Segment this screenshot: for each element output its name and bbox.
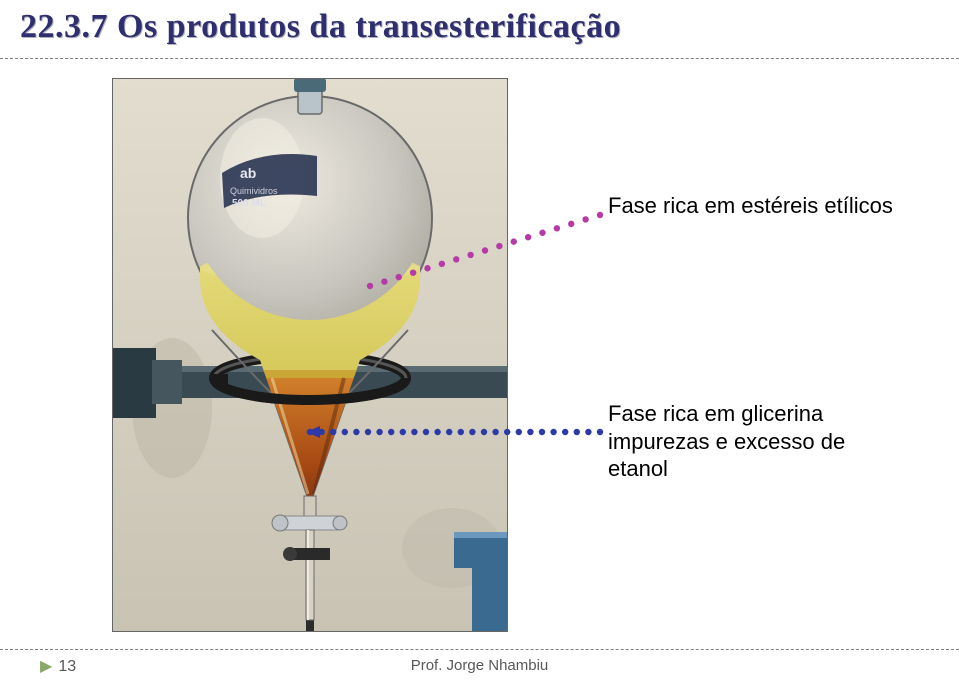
label-glycerin-line2: impurezas e excesso de: [608, 429, 845, 454]
title-divider: [0, 58, 959, 59]
page-number-text: 13: [58, 658, 76, 675]
svg-text:500 ML: 500 ML: [232, 198, 266, 209]
page-number: ▶ 13: [40, 656, 76, 676]
slide-title: 22.3.7 Os produtos da transesterificação: [20, 8, 621, 46]
label-glycerin-line1: Fase rica em glicerina: [608, 401, 823, 426]
svg-text:ab: ab: [240, 165, 256, 181]
label-ester-phase: Fase rica em estéreis etílicos: [608, 192, 893, 220]
slide-title-text: Os produtos da transesterificação: [117, 8, 621, 45]
label-glycerin-phase: Fase rica em glicerina impurezas e exces…: [608, 400, 908, 483]
author-footer: Prof. Jorge Nhambiu: [411, 657, 549, 674]
svg-text:Quimividros: Quimividros: [230, 186, 278, 196]
slide-number: 22.3.7: [20, 8, 108, 45]
separatory-funnel-photo: ab Quimividros 500 ML: [112, 78, 508, 632]
page-bullet-icon: ▶: [40, 658, 52, 675]
label-glycerin-line3: etanol: [608, 456, 668, 481]
footer-divider: [0, 649, 959, 650]
